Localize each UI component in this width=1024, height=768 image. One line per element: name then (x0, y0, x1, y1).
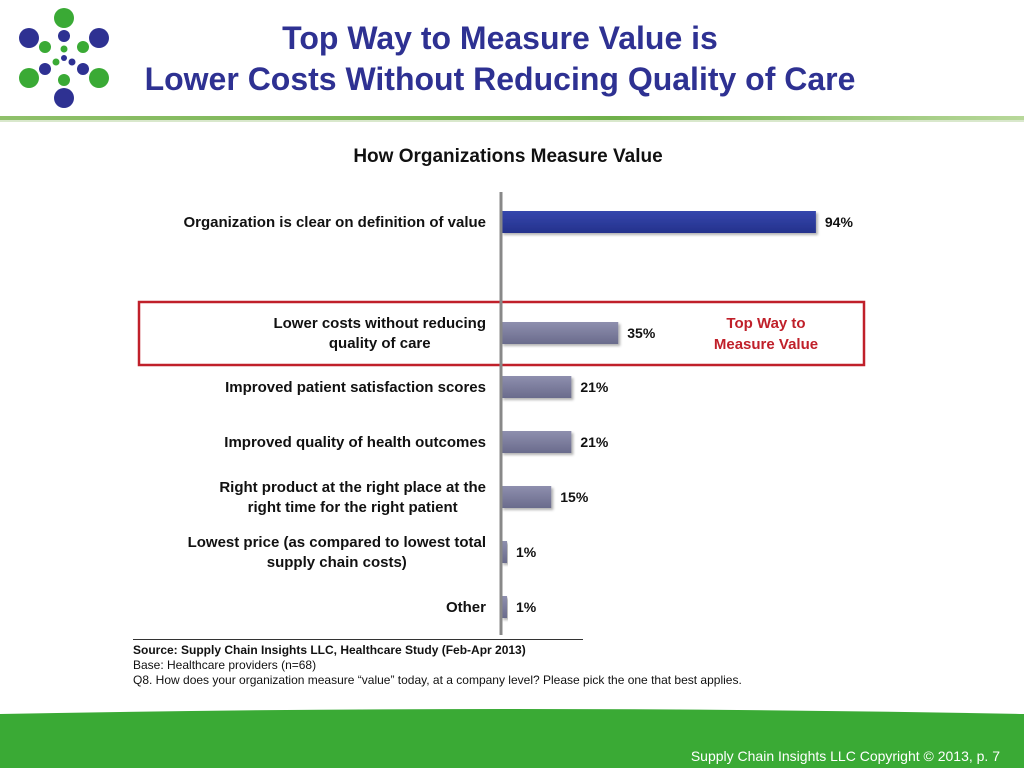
slide-title-line1: Top Way to Measure Value is (282, 20, 718, 56)
logo-dot (54, 8, 74, 28)
base-line: Base: Healthcare providers (n=68) (133, 658, 317, 672)
category-label: Right product at the right place at the r… (219, 479, 486, 516)
value-label: 21% (580, 379, 609, 395)
bar (501, 322, 619, 344)
slide-title: Top Way to Measure Value is Lower Costs … (120, 18, 880, 100)
logo-dot (54, 88, 74, 108)
bar-chart: 94% Organization is clear on definition o… (137, 192, 866, 635)
logo-dot (89, 28, 109, 48)
value-label: 35% (627, 325, 656, 341)
category-label: Lowest price (as compared to lowest tota… (188, 534, 486, 571)
bar (501, 376, 572, 398)
dotted-circle-logo-icon (19, 8, 109, 108)
logo-dot (58, 30, 70, 42)
logo-dot (52, 58, 60, 66)
chart-title: How Organizations Measure Value (353, 146, 663, 167)
value-label: 1% (516, 599, 537, 615)
source-divider (133, 639, 583, 640)
footer-copyright: Supply Chain Insights LLC Copyright © 20… (690, 748, 1000, 764)
category-label: Improved quality of health outcomes (224, 434, 486, 451)
category-label: Organization is clear on definition of v… (183, 214, 486, 231)
bar (501, 541, 507, 563)
callout-text: Top Way to Measure Value (714, 315, 818, 353)
footer-band (0, 709, 1024, 768)
source-notes: Source: Supply Chain Insights LLC, Healt… (133, 643, 893, 688)
logo-dot (68, 58, 76, 66)
source-line: Source: Supply Chain Insights LLC, Healt… (133, 643, 526, 657)
value-label: 1% (516, 544, 537, 560)
logo-dot (60, 45, 68, 53)
logo-dot (89, 68, 109, 88)
header-divider (0, 116, 1024, 122)
bar (501, 596, 507, 618)
bar (501, 486, 552, 508)
category-label: Other (446, 599, 486, 616)
bar (501, 431, 572, 453)
logo-dot (61, 55, 67, 61)
value-label: 94% (825, 214, 854, 230)
question-line: Q8. How does your organization measure “… (133, 673, 742, 687)
logo-dot (77, 41, 89, 53)
logo-dot (77, 63, 89, 75)
slide-title-line2: Lower Costs Without Reducing Quality of … (144, 61, 856, 97)
logo-dot (39, 63, 51, 75)
category-label: Lower costs without reducing quality of c… (273, 315, 486, 352)
value-label: 21% (580, 434, 609, 450)
bar (501, 211, 816, 233)
logo-dot (58, 74, 70, 86)
logo-dot (19, 68, 39, 88)
logo-dot (19, 28, 39, 48)
category-label: Improved patient satisfaction scores (225, 379, 486, 396)
logo-dot (39, 41, 51, 53)
value-label: 15% (560, 489, 589, 505)
